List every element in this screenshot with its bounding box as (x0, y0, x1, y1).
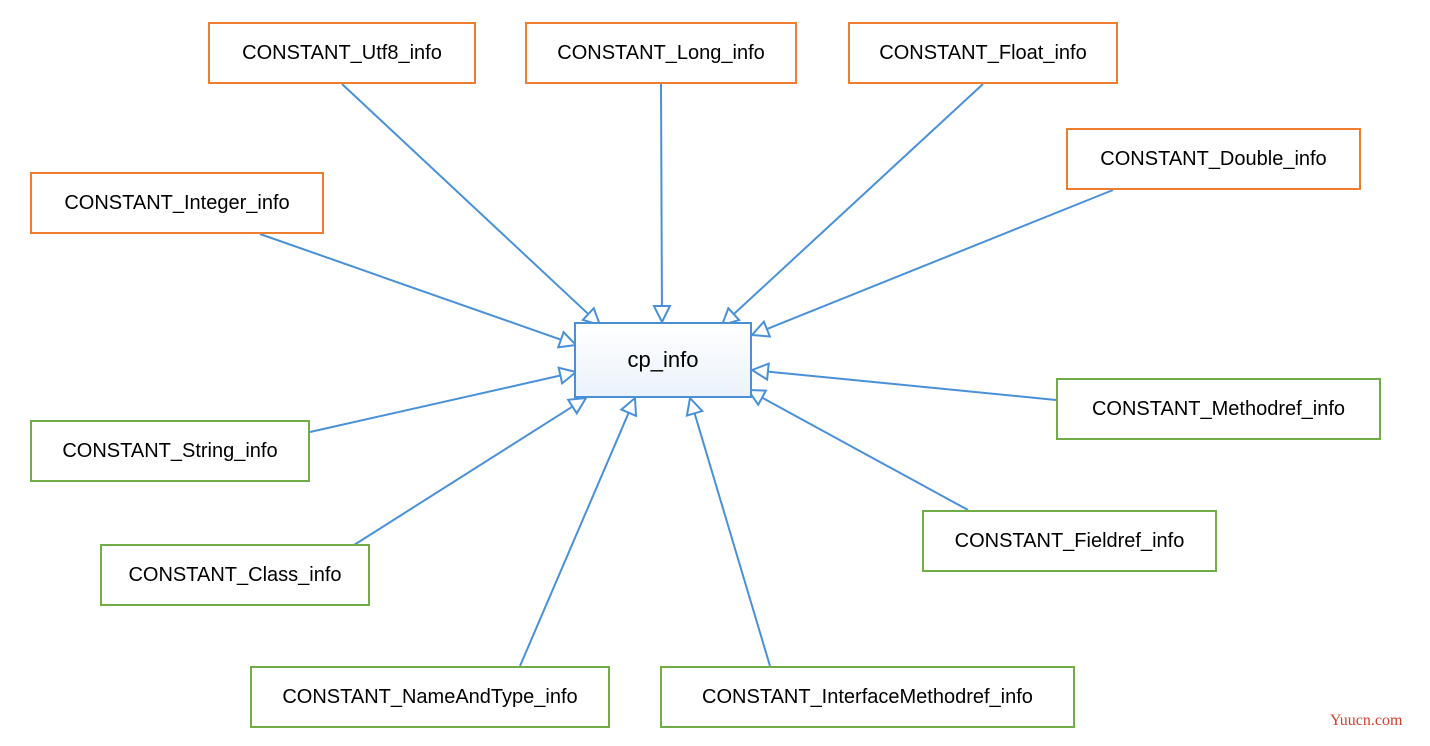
edge-arrowhead-nameandtype (621, 398, 636, 416)
edge-line-methodref (768, 372, 1056, 400)
node-class: CONSTANT_Class_info (100, 544, 370, 606)
edge-line-integer (260, 234, 561, 340)
watermark: Yuucn.com (1330, 712, 1402, 730)
edge-line-string (310, 376, 560, 432)
edge-arrowhead-interfacemethodref (687, 398, 702, 416)
edge-line-float (734, 84, 983, 314)
node-float: CONSTANT_Float_info (848, 22, 1118, 84)
edge-arrowhead-long (654, 306, 670, 322)
node-interfacemethodref: CONSTANT_InterfaceMethodref_info (660, 666, 1075, 728)
edge-line-class (354, 407, 572, 545)
edge-line-nameandtype (520, 413, 629, 666)
edge-line-interfacemethodref (695, 413, 770, 666)
edge-line-utf8 (342, 84, 588, 314)
node-string: CONSTANT_String_info (30, 420, 310, 482)
edge-line-double (767, 190, 1113, 329)
node-methodref: CONSTANT_Methodref_info (1056, 378, 1381, 440)
node-double: CONSTANT_Double_info (1066, 128, 1361, 190)
edge-arrowhead-class (568, 398, 586, 413)
node-integer: CONSTANT_Integer_info (30, 172, 324, 234)
center-node-cp-info: cp_info (574, 322, 752, 398)
node-nameandtype: CONSTANT_NameAndType_info (250, 666, 610, 728)
node-long: CONSTANT_Long_info (525, 22, 797, 84)
node-utf8: CONSTANT_Utf8_info (208, 22, 476, 84)
edge-arrowhead-methodref (752, 364, 769, 380)
edge-line-long (661, 84, 662, 306)
node-fieldref: CONSTANT_Fieldref_info (922, 510, 1217, 572)
edge-line-fieldref (762, 398, 968, 510)
edge-arrowhead-double (752, 322, 770, 337)
